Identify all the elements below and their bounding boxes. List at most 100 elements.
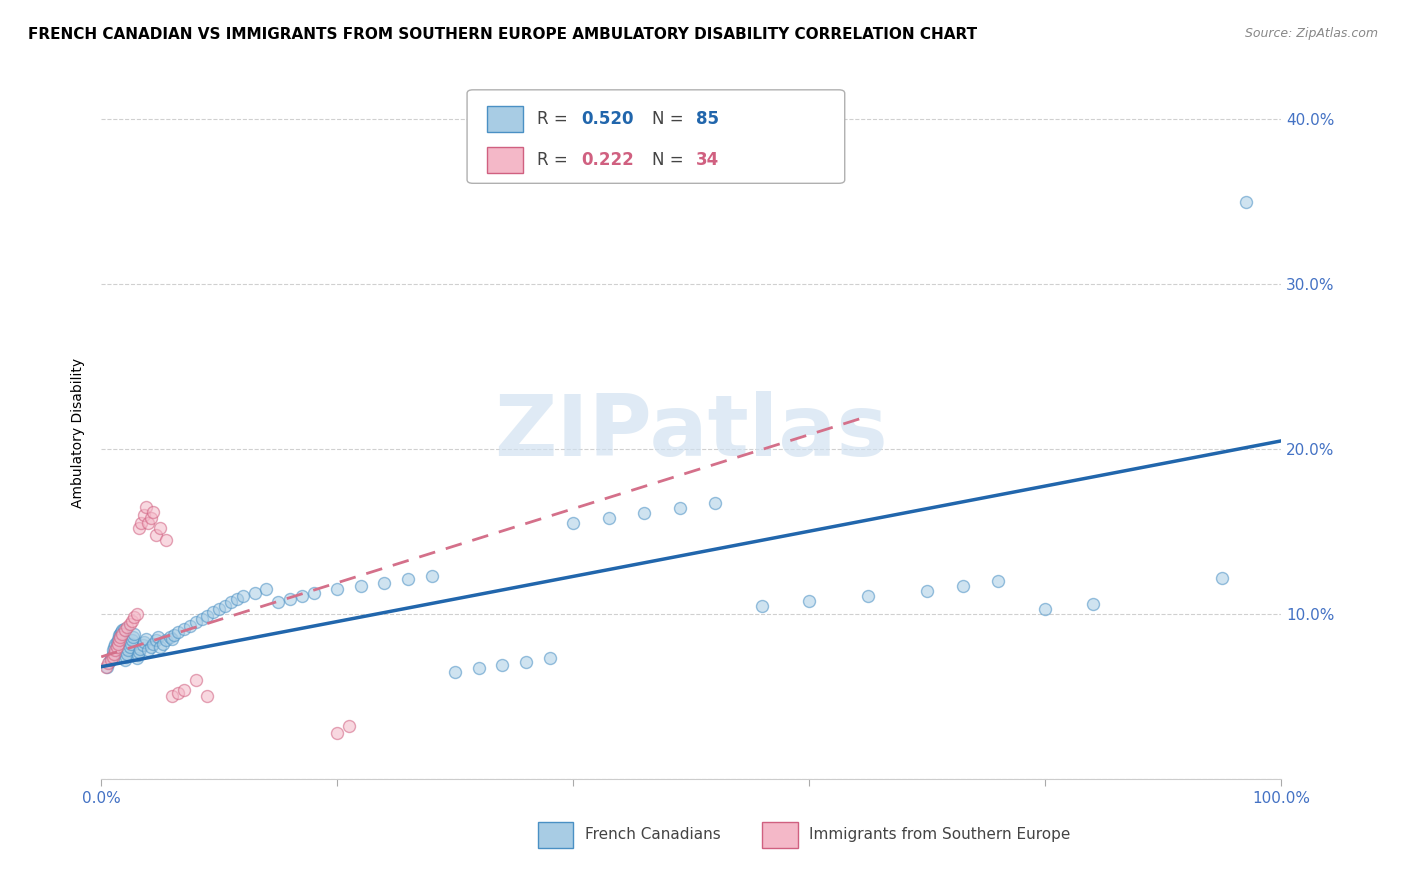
Point (101, 649, 124, 664)
Point (326, 582, 349, 597)
Point (120, 637, 142, 651)
Point (197, 608, 219, 623)
Point (104, 643, 127, 657)
Point (952, 579, 974, 593)
Bar (762, 822, 797, 848)
Point (190, 612, 212, 626)
Point (1211, 571, 1233, 585)
Point (125, 607, 148, 621)
Text: N =: N = (652, 110, 689, 128)
Point (98, 655, 121, 669)
Point (125, 651, 148, 665)
Point (1081, 597, 1104, 611)
Point (139, 511, 162, 525)
Point (128, 521, 150, 535)
Point (202, 605, 225, 619)
Point (515, 655, 537, 669)
Point (167, 625, 190, 640)
Text: FRENCH CANADIAN VS IMMIGRANTS FROM SOUTHERN EUROPE AMBULATORY DISABILITY CORRELA: FRENCH CANADIAN VS IMMIGRANTS FROM SOUTH… (28, 27, 977, 42)
Point (135, 632, 157, 646)
Point (142, 505, 165, 519)
Point (129, 641, 152, 656)
Point (101, 647, 124, 661)
Point (184, 673, 207, 687)
Point (114, 624, 136, 638)
Point (163, 628, 186, 642)
Text: 0.520: 0.520 (582, 110, 634, 128)
Point (491, 658, 513, 673)
Point (101, 649, 124, 664)
Point (302, 585, 325, 599)
Y-axis label: Ambulatory Disability: Ambulatory Disability (72, 358, 86, 508)
Point (179, 618, 201, 632)
Point (104, 637, 127, 651)
Point (444, 665, 467, 679)
Point (987, 574, 1010, 588)
Point (122, 630, 145, 644)
Point (173, 622, 195, 636)
Point (121, 633, 143, 648)
Point (122, 626, 145, 640)
Point (184, 615, 207, 630)
Point (917, 583, 939, 598)
Point (96, 659, 118, 673)
Point (115, 647, 138, 661)
Point (155, 533, 177, 547)
Point (145, 528, 167, 542)
Point (149, 640, 172, 654)
Point (132, 635, 155, 649)
Point (243, 585, 266, 599)
Point (152, 637, 174, 651)
Point (155, 633, 177, 648)
Point (135, 500, 157, 514)
Point (214, 599, 236, 613)
Point (226, 592, 249, 607)
Point (105, 640, 128, 654)
Point (256, 582, 278, 597)
Point (633, 507, 655, 521)
Text: R =: R = (537, 151, 572, 169)
Point (117, 643, 139, 657)
Point (107, 632, 129, 646)
Text: Immigrants from Southern Europe: Immigrants from Southern Europe (810, 828, 1071, 842)
Point (94, 659, 117, 673)
Point (121, 614, 143, 628)
Point (115, 649, 138, 664)
Point (118, 616, 141, 631)
Point (131, 516, 153, 531)
Text: N =: N = (652, 151, 689, 169)
Point (146, 630, 169, 644)
Point (101, 643, 124, 657)
Text: French Canadians: French Canadians (585, 828, 721, 842)
Point (562, 516, 585, 531)
Point (373, 575, 395, 590)
Point (107, 637, 129, 651)
Point (159, 630, 181, 644)
Point (127, 648, 149, 663)
Point (149, 521, 172, 535)
Point (160, 690, 183, 704)
Point (267, 595, 290, 609)
Point (138, 516, 160, 531)
Bar (486, 146, 523, 173)
Point (132, 508, 155, 522)
Point (115, 620, 138, 634)
Point (232, 589, 254, 603)
Text: ZIPatlas: ZIPatlas (495, 391, 889, 474)
Point (858, 589, 880, 603)
Point (111, 624, 134, 638)
Point (1035, 602, 1057, 616)
Point (278, 592, 301, 607)
Text: Source: ZipAtlas.com: Source: ZipAtlas.com (1244, 27, 1378, 40)
Point (100, 651, 122, 665)
Point (396, 572, 419, 586)
Point (103, 647, 125, 661)
Point (139, 640, 162, 654)
Point (598, 511, 620, 525)
Point (208, 602, 231, 616)
FancyBboxPatch shape (467, 90, 845, 184)
Point (103, 640, 125, 654)
Bar (538, 822, 574, 848)
Bar (486, 106, 523, 132)
Point (97, 657, 120, 671)
